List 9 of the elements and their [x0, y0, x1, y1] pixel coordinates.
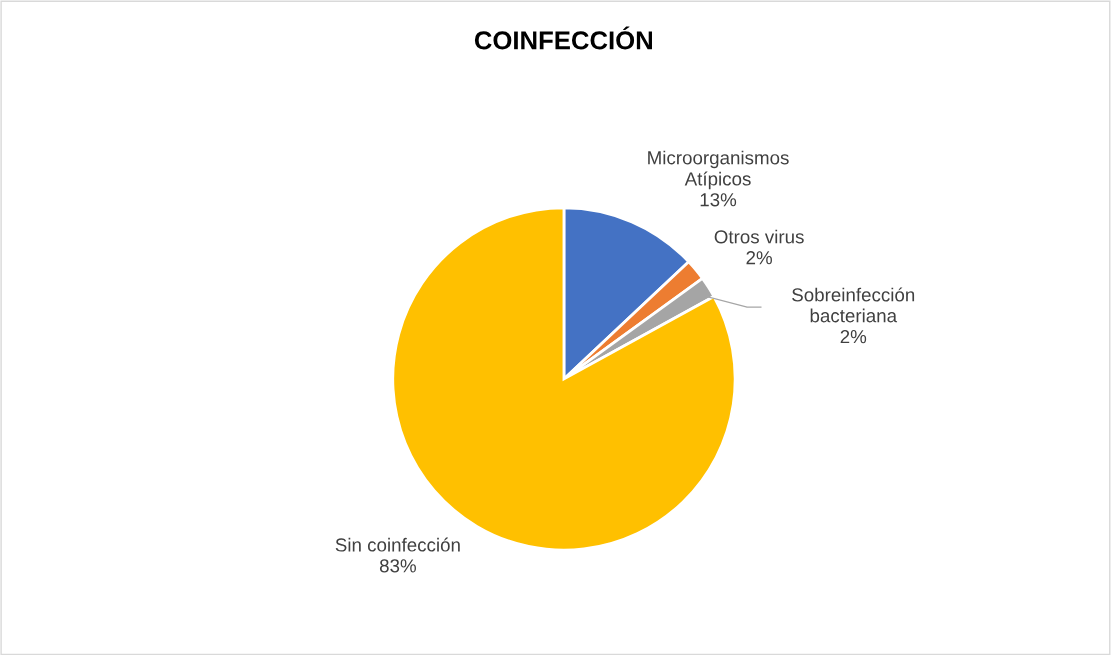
- slice-label: Microorganismos Atípicos: [648, 150, 789, 190]
- data-label: 2%: [840, 329, 867, 344]
- data-label: 83%: [379, 559, 416, 573]
- legend-label: Sobreinfección bacteriana: [792, 287, 915, 323]
- data-label: 13%: [700, 193, 737, 207]
- chart-title: COINFECCIÓN: [474, 26, 652, 50]
- slice-label: Sin coinfección: [335, 537, 460, 552]
- data-label: 2%: [746, 251, 772, 265]
- slice-label: Otros virus: [714, 229, 804, 244]
